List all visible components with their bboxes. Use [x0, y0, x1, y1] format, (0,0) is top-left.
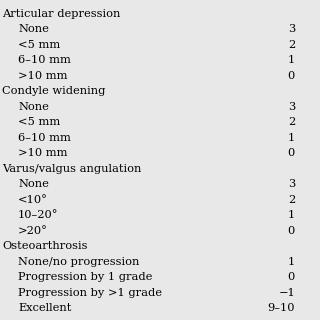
Text: <10°: <10°	[18, 195, 48, 205]
Text: >10 mm: >10 mm	[18, 148, 68, 158]
Text: Osteoarthrosis: Osteoarthrosis	[2, 241, 87, 251]
Text: 6–10 mm: 6–10 mm	[18, 133, 71, 143]
Text: Condyle widening: Condyle widening	[2, 86, 105, 96]
Text: 6–10 mm: 6–10 mm	[18, 55, 71, 65]
Text: >20°: >20°	[18, 226, 48, 236]
Text: None: None	[18, 102, 49, 112]
Text: 1: 1	[288, 133, 295, 143]
Text: 1: 1	[288, 210, 295, 220]
Text: 3: 3	[288, 102, 295, 112]
Text: 0: 0	[288, 148, 295, 158]
Text: 3: 3	[288, 179, 295, 189]
Text: 10–20°: 10–20°	[18, 210, 59, 220]
Text: <5 mm: <5 mm	[18, 117, 60, 127]
Text: >10 mm: >10 mm	[18, 71, 68, 81]
Text: None: None	[18, 24, 49, 34]
Text: 2: 2	[288, 195, 295, 205]
Text: 0: 0	[288, 272, 295, 282]
Text: None: None	[18, 179, 49, 189]
Text: 0: 0	[288, 226, 295, 236]
Text: 9–10: 9–10	[268, 303, 295, 313]
Text: 0: 0	[288, 71, 295, 81]
Text: Excellent: Excellent	[18, 303, 71, 313]
Text: 1: 1	[288, 55, 295, 65]
Text: 1: 1	[288, 257, 295, 267]
Text: Articular depression: Articular depression	[2, 9, 120, 19]
Text: 2: 2	[288, 40, 295, 50]
Text: Progression by >1 grade: Progression by >1 grade	[18, 288, 162, 298]
Text: Progression by 1 grade: Progression by 1 grade	[18, 272, 152, 282]
Text: Varus/valgus angulation: Varus/valgus angulation	[2, 164, 141, 174]
Text: 2: 2	[288, 117, 295, 127]
Text: −1: −1	[278, 288, 295, 298]
Text: <5 mm: <5 mm	[18, 40, 60, 50]
Text: 3: 3	[288, 24, 295, 34]
Text: None/no progression: None/no progression	[18, 257, 140, 267]
